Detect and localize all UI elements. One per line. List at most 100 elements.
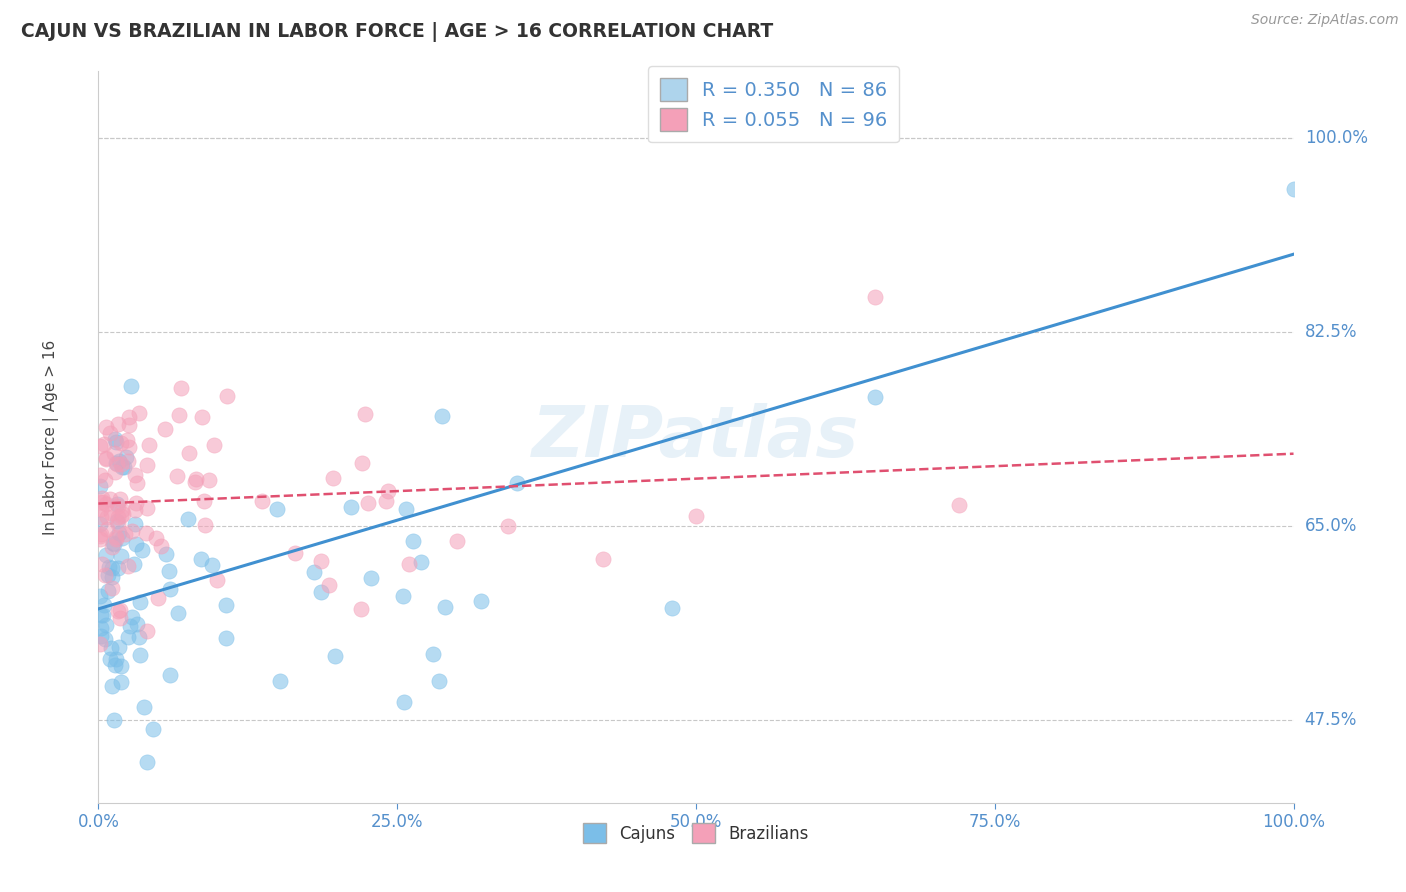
- Point: [103, 446, 125, 460]
- Point: [105, 497, 128, 511]
- Point: [127, 476, 149, 491]
- Point: [101, 561, 124, 575]
- Point: [215, 389, 238, 403]
- Point: [125, 496, 148, 510]
- Point: [110, 508, 132, 523]
- Text: 82.5%: 82.5%: [1305, 323, 1357, 341]
- Point: [110, 549, 132, 564]
- Point: [266, 502, 288, 516]
- Point: [350, 602, 373, 616]
- Point: [201, 558, 224, 572]
- Point: [108, 611, 131, 625]
- Point: [100, 641, 122, 656]
- Point: [198, 473, 221, 487]
- Point: [98, 652, 121, 666]
- Point: [131, 543, 153, 558]
- Point: [377, 483, 399, 498]
- Point: [115, 450, 138, 464]
- Point: [110, 459, 132, 474]
- Point: [214, 631, 236, 645]
- Point: [105, 434, 128, 449]
- Point: [506, 476, 529, 491]
- Point: [252, 494, 274, 508]
- Point: [177, 446, 200, 460]
- Point: [350, 456, 373, 470]
- Text: CAJUN VS BRAZILIAN IN LABOR FORCE | AGE > 16 CORRELATION CHART: CAJUN VS BRAZILIAN IN LABOR FORCE | AGE …: [21, 22, 773, 42]
- Point: [107, 561, 129, 575]
- Point: [202, 438, 225, 452]
- Point: [309, 554, 332, 568]
- Point: [496, 519, 519, 533]
- Point: [150, 539, 173, 553]
- Point: [100, 540, 122, 554]
- Point: [94, 452, 117, 467]
- Point: [107, 640, 129, 655]
- Point: [104, 432, 127, 446]
- Point: [136, 501, 159, 516]
- Point: [101, 536, 124, 550]
- Point: [112, 459, 135, 474]
- Point: [398, 557, 420, 571]
- Point: [107, 417, 129, 432]
- Point: [446, 534, 468, 549]
- Point: [354, 407, 377, 421]
- Point: [94, 420, 117, 434]
- Point: [110, 675, 132, 690]
- Point: [145, 531, 167, 545]
- Point: [97, 559, 120, 574]
- Point: [105, 458, 128, 472]
- Point: [89, 440, 111, 454]
- Point: [110, 436, 132, 450]
- Point: [89, 495, 111, 509]
- Point: [100, 582, 122, 596]
- Point: [360, 571, 382, 585]
- Point: [108, 526, 131, 541]
- Point: [120, 619, 142, 633]
- Point: [184, 475, 207, 490]
- Point: [90, 557, 112, 571]
- Point: [117, 440, 139, 454]
- Point: [865, 390, 887, 404]
- Point: [98, 492, 121, 507]
- Point: [194, 517, 217, 532]
- Text: 47.5%: 47.5%: [1305, 711, 1357, 729]
- Point: [138, 437, 160, 451]
- Point: [136, 755, 159, 769]
- Point: [136, 458, 159, 472]
- Point: [427, 673, 450, 688]
- Point: [97, 584, 120, 599]
- Point: [322, 471, 344, 485]
- Point: [357, 496, 380, 510]
- Point: [104, 466, 127, 480]
- Point: [142, 722, 165, 736]
- Point: [392, 589, 415, 603]
- Point: [89, 467, 111, 482]
- Point: [121, 610, 143, 624]
- Point: [1282, 181, 1305, 195]
- Point: [117, 558, 139, 573]
- Point: [117, 410, 139, 425]
- Point: [93, 598, 115, 612]
- Point: [132, 699, 155, 714]
- Legend: Cajuns, Brazilians: Cajuns, Brazilians: [576, 817, 815, 849]
- Point: [104, 456, 127, 470]
- Point: [112, 507, 135, 521]
- Point: [100, 506, 122, 520]
- Point: [91, 495, 114, 509]
- Text: 65.0%: 65.0%: [1305, 516, 1357, 534]
- Point: [114, 527, 136, 541]
- Point: [269, 673, 291, 688]
- Point: [470, 594, 492, 608]
- Point: [205, 574, 228, 588]
- Point: [434, 600, 457, 615]
- Point: [128, 595, 150, 609]
- Point: [309, 585, 332, 599]
- Point: [128, 630, 150, 644]
- Point: [190, 551, 212, 566]
- Point: [135, 624, 157, 638]
- Point: [93, 567, 115, 582]
- Point: [105, 652, 128, 666]
- Point: [104, 658, 127, 673]
- Point: [125, 537, 148, 551]
- Point: [90, 527, 112, 541]
